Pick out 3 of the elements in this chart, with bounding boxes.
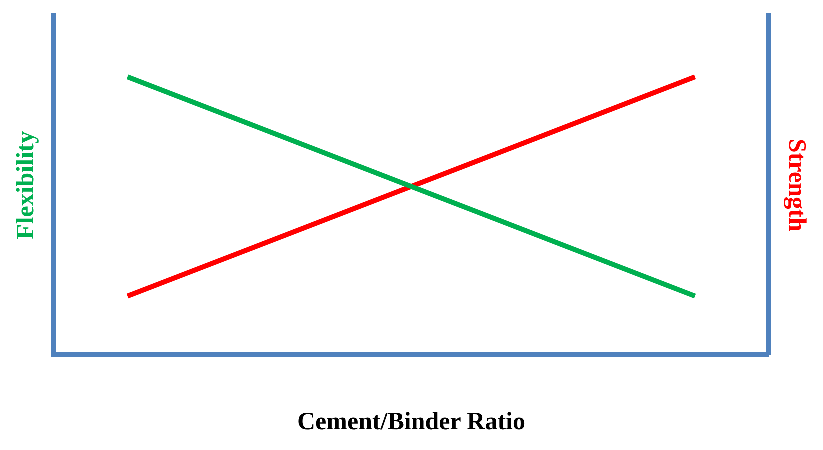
- y2-axis-title: Strength: [784, 138, 811, 232]
- x-axis-title: Cement/Binder Ratio: [298, 408, 526, 436]
- y-axis-title: Flexibility: [12, 130, 40, 240]
